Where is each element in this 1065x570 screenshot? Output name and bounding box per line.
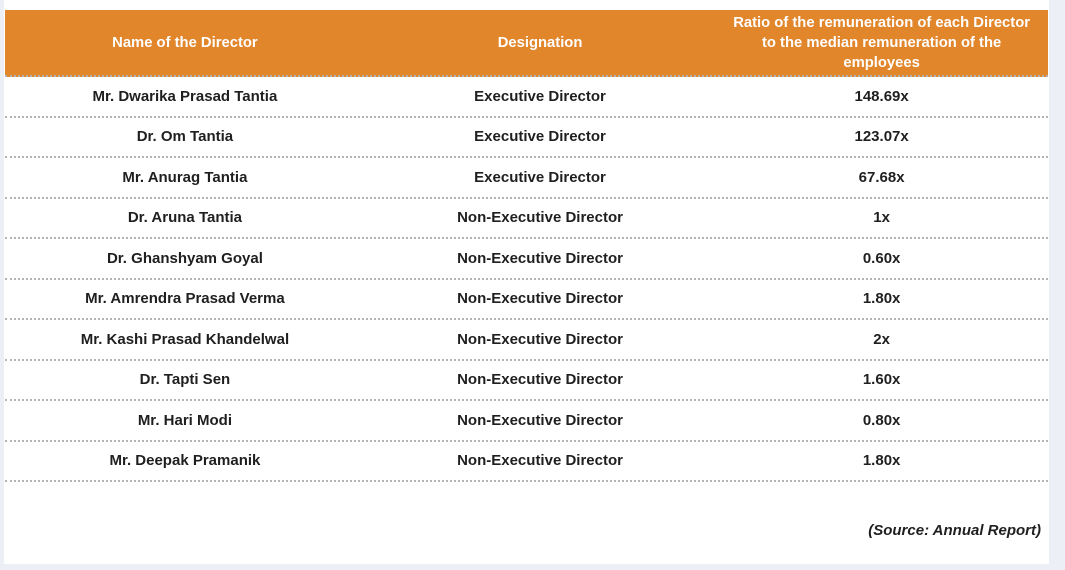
table-row: Mr. Deepak Pramanik Non-Executive Direct…: [5, 441, 1048, 482]
ratio-cell: 148.69x: [854, 87, 909, 105]
ratio-cell: 1x: [873, 209, 890, 227]
column-header-designation: Designation: [497, 34, 583, 51]
source-note: (Source: Annual Report): [868, 522, 1041, 539]
table-row: Mr. Anurag Tantia Executive Director 67.…: [5, 158, 1048, 199]
designation-cell: Executive Director: [474, 168, 606, 186]
ratio-cell: 1.80x: [862, 290, 901, 308]
table-row: Dr. Ghanshyam Goyal Non-Executive Direct…: [5, 239, 1048, 280]
ratio-cell: 67.68x: [858, 168, 905, 186]
designation-cell: Non-Executive Director: [457, 330, 623, 348]
table-row: Mr. Dwarika Prasad Tantia Executive Dire…: [5, 77, 1048, 118]
director-name-cell: Dr. Ghanshyam Goyal: [106, 249, 263, 267]
director-name-cell: Dr. Tapti Sen: [139, 371, 231, 389]
column-header-director-name: Name of the Director: [112, 34, 258, 51]
director-name-cell: Mr. Anurag Tantia: [122, 168, 248, 186]
table-row: Dr. Aruna Tantia Non-Executive Director …: [5, 198, 1048, 239]
designation-cell: Non-Executive Director: [457, 452, 623, 470]
designation-cell: Non-Executive Director: [457, 290, 623, 308]
remuneration-ratio-table: Name of the Director Designation Ratio o…: [5, 10, 1048, 482]
ratio-cell: 1.80x: [862, 452, 901, 470]
director-name-cell: Dr. Aruna Tantia: [127, 209, 242, 227]
director-name-cell: Mr. Deepak Pramanik: [109, 452, 261, 470]
designation-cell: Non-Executive Director: [457, 209, 623, 227]
director-name-cell: Mr. Amrendra Prasad Verma: [85, 290, 285, 308]
designation-cell: Non-Executive Director: [457, 371, 623, 389]
page-edge-right: [1049, 0, 1065, 570]
director-name-cell: Mr. Kashi Prasad Khandelwal: [80, 330, 290, 348]
director-name-cell: Dr. Om Tantia: [136, 128, 234, 146]
column-header-remuneration-ratio: Ratio of the remuneration of each Direct…: [733, 14, 1031, 71]
table-row: Dr. Om Tantia Executive Director 123.07x: [5, 117, 1048, 158]
director-name-cell: Mr. Hari Modi: [137, 411, 232, 429]
designation-cell: Non-Executive Director: [457, 411, 623, 429]
ratio-cell: 0.60x: [862, 249, 901, 267]
designation-cell: Executive Director: [474, 87, 606, 105]
table-row: Mr. Hari Modi Non-Executive Director 0.8…: [5, 401, 1048, 442]
ratio-cell: 0.80x: [862, 411, 901, 429]
table-row: Mr. Amrendra Prasad Verma Non-Executive …: [5, 279, 1048, 320]
table-body: Mr. Dwarika Prasad Tantia Executive Dire…: [5, 77, 1048, 482]
ratio-cell: 1.60x: [862, 371, 901, 389]
designation-cell: Executive Director: [474, 128, 606, 146]
page-edge-bottom: [0, 564, 1065, 570]
designation-cell: Non-Executive Director: [457, 249, 623, 267]
table-row: Mr. Kashi Prasad Khandelwal Non-Executiv…: [5, 320, 1048, 361]
ratio-cell: 123.07x: [854, 128, 909, 146]
table-header-row: Name of the Director Designation Ratio o…: [5, 10, 1048, 77]
director-name-cell: Mr. Dwarika Prasad Tantia: [92, 87, 278, 105]
page-edge-left: [0, 0, 4, 570]
table-row: Dr. Tapti Sen Non-Executive Director 1.6…: [5, 360, 1048, 401]
ratio-cell: 2x: [873, 330, 890, 348]
